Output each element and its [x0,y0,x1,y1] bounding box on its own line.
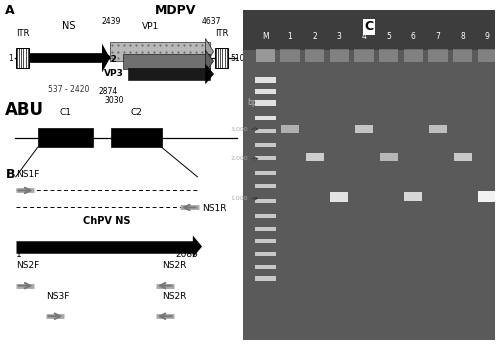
Text: C1: C1 [59,108,71,117]
Bar [429,126,447,133]
Bar [280,49,299,61]
Bar [254,88,276,94]
Bar [281,126,299,133]
Bar [254,265,276,269]
Text: C: C [364,20,374,33]
Bar [254,184,276,188]
Text: NS2R: NS2R [162,261,186,270]
Polygon shape [206,50,214,72]
Bar [404,49,423,61]
Bar [254,277,276,281]
Bar [478,192,496,202]
Text: 1: 1 [8,53,14,62]
Text: A: A [6,4,15,17]
Text: 1: 1 [288,32,292,41]
Bar [330,49,349,61]
Text: VP3: VP3 [104,69,124,78]
Text: NS2F: NS2F [16,261,39,270]
Bar [254,199,276,203]
Text: 537 - 2420: 537 - 2420 [48,85,89,94]
Bar [128,68,210,81]
Text: NS: NS [62,21,75,31]
Text: 3030: 3030 [104,96,124,105]
Text: 3,000: 3,000 [230,127,248,132]
Text: B: B [6,168,15,181]
Bar [454,153,472,161]
Bar [254,100,276,106]
Text: 8: 8 [460,32,465,41]
Text: M: M [262,32,268,41]
Text: ChPV NS: ChPV NS [83,216,130,226]
Text: 7: 7 [436,32,440,41]
Bar [254,143,276,147]
Bar [355,126,373,133]
Text: NS1F: NS1F [16,170,39,179]
Text: 4: 4 [362,32,366,41]
Text: MDPV: MDPV [155,4,196,17]
Bar [478,49,497,61]
Bar [214,48,228,68]
Bar [354,49,374,61]
Bar [306,153,324,161]
Bar [305,49,324,61]
Bar [110,42,210,61]
Text: 1: 1 [16,250,22,259]
Text: 2085: 2085 [176,250,199,259]
Text: C2: C2 [130,108,142,117]
Bar [380,153,398,161]
Text: ITR: ITR [214,29,228,38]
Text: VP1: VP1 [142,22,158,31]
Bar [453,49,472,61]
Polygon shape [206,39,214,65]
Text: VP2: VP2 [98,55,118,64]
Text: 2,000: 2,000 [230,156,248,161]
Bar [254,77,276,83]
Polygon shape [193,236,202,257]
Text: NS2R: NS2R [162,292,186,301]
Bar [379,49,398,61]
Polygon shape [102,44,110,73]
Text: NS3F: NS3F [46,292,69,301]
Bar [254,116,276,120]
Bar [254,252,276,256]
Text: 6: 6 [411,32,416,41]
Text: 5106: 5106 [230,53,250,62]
Bar [242,10,495,50]
Bar [254,129,276,133]
Bar [404,192,422,201]
Bar [254,156,276,160]
Text: 2: 2 [312,32,317,41]
Bar [38,128,93,147]
Text: 3: 3 [337,32,342,41]
Bar [111,128,162,147]
Bar [428,49,448,61]
Bar [254,238,276,243]
Text: ITR: ITR [16,29,29,38]
Text: ABU: ABU [6,101,44,119]
Text: 2874: 2874 [99,87,118,96]
Bar [16,48,29,68]
Bar [254,214,276,218]
Text: bp: bp [248,98,258,107]
Text: 2439: 2439 [102,17,121,26]
Text: 1,000: 1,000 [230,196,248,201]
Text: 5: 5 [386,32,391,41]
Text: NS1R: NS1R [202,204,226,213]
Bar [330,192,348,202]
Text: 9: 9 [485,32,490,41]
Polygon shape [206,65,214,84]
Bar [256,49,275,61]
Bar [122,54,210,69]
Bar [254,227,276,231]
Text: 4637: 4637 [202,17,221,26]
Bar [254,171,276,175]
